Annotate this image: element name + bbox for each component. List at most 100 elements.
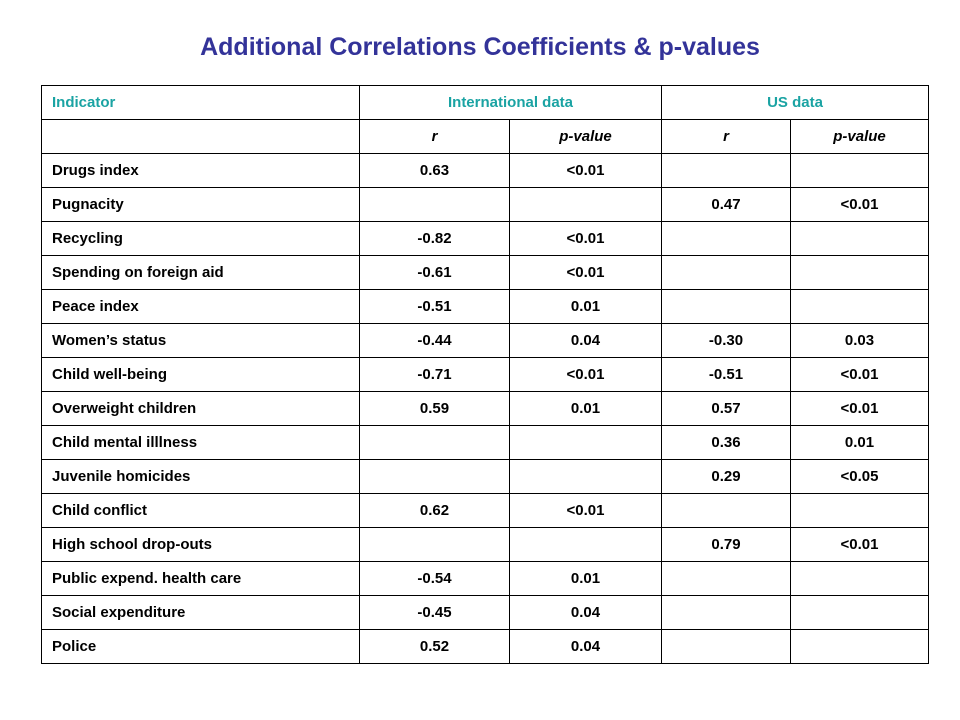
us-r-cell: 0.47 [661, 187, 791, 222]
indicator-cell: Child conflict [41, 493, 360, 528]
us-r-cell: 0.79 [661, 527, 791, 562]
us-p-value-cell [789, 255, 930, 290]
us-p-value-cell: 0.01 [789, 425, 930, 460]
us-p-value-cell [789, 289, 930, 324]
table-row: Social expenditure -0.45 0.04 [41, 595, 930, 630]
international-p-value-cell [509, 187, 662, 222]
us-p-value-cell [789, 221, 930, 256]
table-row: Child mental illlness 0.36 0.01 [41, 425, 930, 460]
indicator-cell: Peace index [41, 289, 360, 324]
table-row: Recycling -0.82 <0.01 [41, 221, 930, 256]
header-indicator: Indicator [41, 85, 360, 120]
us-r-cell [661, 493, 791, 528]
table-row: High school drop-outs 0.79 <0.01 [41, 527, 930, 562]
us-r-cell [661, 153, 791, 188]
us-r-cell: 0.29 [661, 459, 791, 494]
header-blank [41, 119, 360, 154]
international-p-value-cell [509, 459, 662, 494]
header-international-p-value: p-value [509, 119, 662, 154]
international-p-value-cell: <0.01 [509, 153, 662, 188]
page-title: Additional Correlations Coefficients & p… [200, 33, 760, 61]
international-r-cell: -0.54 [359, 561, 510, 596]
international-r-cell: 0.62 [359, 493, 510, 528]
us-r-cell: -0.30 [661, 323, 791, 358]
us-r-cell [661, 561, 791, 596]
international-r-cell: -0.61 [359, 255, 510, 290]
table-row: Peace index -0.51 0.01 [41, 289, 930, 324]
us-p-value-cell: <0.01 [789, 527, 930, 562]
international-p-value-cell: 0.04 [509, 595, 662, 630]
table-row: Overweight children 0.59 0.01 0.57 <0.01 [41, 391, 930, 426]
international-p-value-cell: <0.01 [509, 493, 662, 528]
us-r-cell [661, 221, 791, 256]
us-p-value-cell: 0.03 [789, 323, 930, 358]
indicator-cell: Public expend. health care [41, 561, 360, 596]
international-p-value-cell [509, 527, 662, 562]
us-r-cell [661, 255, 791, 290]
header-us-data: US data [660, 85, 930, 120]
header-international-r: r [359, 119, 510, 154]
table-row: Child well-being -0.71 <0.01 -0.51 <0.01 [41, 357, 930, 392]
us-r-cell: 0.36 [661, 425, 791, 460]
us-p-value-cell [789, 493, 930, 528]
table-row: Pugnacity 0.47 <0.01 [41, 187, 930, 222]
us-p-value-cell [789, 595, 930, 630]
us-p-value-cell: <0.01 [789, 187, 930, 222]
international-r-cell: -0.44 [359, 323, 510, 358]
us-p-value-cell: <0.01 [789, 391, 930, 426]
international-p-value-cell: 0.01 [509, 391, 662, 426]
international-r-cell: 0.52 [359, 629, 510, 664]
international-r-cell [359, 187, 510, 222]
header-us-p-value: p-value [789, 119, 930, 154]
indicator-cell: Overweight children [41, 391, 360, 426]
indicator-cell: Juvenile homicides [41, 459, 360, 494]
international-p-value-cell: 0.01 [509, 289, 662, 324]
us-r-cell [661, 289, 791, 324]
international-p-value-cell [509, 425, 662, 460]
correlations-table: Indicator International data US data r p… [41, 85, 930, 664]
table-row: Police 0.52 0.04 [41, 629, 930, 664]
indicator-cell: Child mental illlness [41, 425, 360, 460]
indicator-cell: Women’s status [41, 323, 360, 358]
international-p-value-cell: <0.01 [509, 221, 662, 256]
table-row: Public expend. health care -0.54 0.01 [41, 561, 930, 596]
indicator-cell: Police [41, 629, 360, 664]
us-r-cell: 0.57 [661, 391, 791, 426]
international-p-value-cell: 0.04 [509, 323, 662, 358]
indicator-cell: Pugnacity [41, 187, 360, 222]
us-p-value-cell [789, 153, 930, 188]
indicator-cell: Recycling [41, 221, 360, 256]
indicator-cell: Spending on foreign aid [41, 255, 360, 290]
indicator-cell: Drugs index [41, 153, 360, 188]
us-p-value-cell [789, 561, 930, 596]
international-r-cell: 0.63 [359, 153, 510, 188]
table-row: Juvenile homicides 0.29 <0.05 [41, 459, 930, 494]
indicator-cell: High school drop-outs [41, 527, 360, 562]
table-body: Indicator International data US data r p… [41, 85, 930, 664]
international-r-cell: -0.71 [359, 357, 510, 392]
table-row: Women’s status -0.44 0.04 -0.30 0.03 [41, 323, 930, 358]
international-p-value-cell: 0.04 [509, 629, 662, 664]
international-p-value-cell: <0.01 [509, 357, 662, 392]
us-r-cell [661, 595, 791, 630]
indicator-cell: Social expenditure [41, 595, 360, 630]
international-r-cell: -0.45 [359, 595, 510, 630]
indicator-cell: Child well-being [41, 357, 360, 392]
international-p-value-cell: 0.01 [509, 561, 662, 596]
international-r-cell: -0.82 [359, 221, 510, 256]
header-row-groups: Indicator International data US data [41, 85, 930, 120]
international-r-cell [359, 459, 510, 494]
us-p-value-cell: <0.01 [789, 357, 930, 392]
international-r-cell [359, 527, 510, 562]
table-row: Drugs index 0.63 <0.01 [41, 153, 930, 188]
international-r-cell: 0.59 [359, 391, 510, 426]
header-us-r: r [661, 119, 791, 154]
header-row-columns: r p-value r p-value [41, 119, 930, 154]
us-r-cell: -0.51 [661, 357, 791, 392]
table-row: Spending on foreign aid -0.61 <0.01 [41, 255, 930, 290]
us-p-value-cell: <0.05 [789, 459, 930, 494]
header-international-data: International data [359, 85, 662, 120]
international-r-cell: -0.51 [359, 289, 510, 324]
international-p-value-cell: <0.01 [509, 255, 662, 290]
us-p-value-cell [789, 629, 930, 664]
